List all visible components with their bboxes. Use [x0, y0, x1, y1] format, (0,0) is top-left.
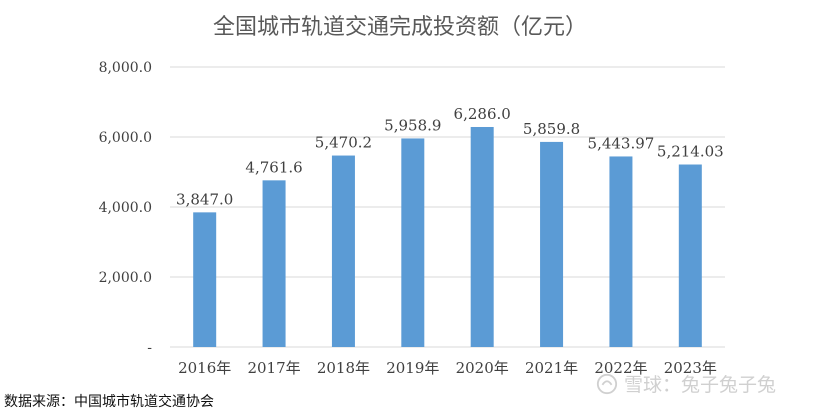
y-tick-label: 2,000.0: [99, 270, 152, 286]
x-tick-label: 2020年: [456, 359, 509, 377]
y-axis: - 2,000.0 4,000.0 6,000.0 8,000.0: [99, 60, 153, 356]
watermark-text: 雪球：兔子兔子兔: [624, 374, 777, 396]
x-tick-label: 2019年: [386, 359, 439, 377]
bar: [262, 180, 286, 347]
x-axis: 2016年 2017年 2018年 2019年 2020年 2021年 2022年 2023年: [178, 359, 717, 377]
y-tick-label: 6,000.0: [99, 130, 152, 146]
data-label: 3,847.0: [176, 190, 233, 208]
data-label: 4,761.6: [245, 158, 302, 176]
data-label: 5,443.97: [588, 134, 655, 152]
bar-chart: 全国城市轨道交通完成投资额（亿元） - 2,000.0 4,000.0 6,000.0…: [99, 15, 725, 377]
snowball-icon: [596, 373, 618, 394]
x-tick-label: 2016年: [178, 359, 231, 377]
x-tick-label: 2017年: [247, 359, 300, 377]
y-tick-label: 4,000.0: [99, 200, 152, 216]
bar: [540, 141, 564, 347]
x-tick-label: 2023年: [664, 359, 717, 377]
x-tick-label: 2021年: [525, 359, 578, 377]
gridlines: [170, 66, 725, 348]
bars: [193, 126, 702, 348]
y-tick-label: -: [147, 340, 152, 356]
data-label: 5,470.2: [315, 134, 372, 152]
bar: [678, 164, 702, 347]
data-label: 5,958.9: [384, 116, 441, 134]
bar: [193, 212, 217, 347]
data-label: 6,286.0: [454, 105, 511, 123]
x-tick-label: 2018年: [317, 359, 370, 377]
data-labels: 3,847.0 4,761.6 5,470.2 5,958.9 6,286.0 5,859…: [176, 105, 724, 208]
bar: [470, 126, 494, 348]
y-tick-label: 8,000.0: [99, 60, 152, 76]
x-tick-label: 2022年: [594, 359, 647, 377]
data-label: 5,859.8: [523, 120, 580, 138]
source-note: 数据来源：中国城市轨道交通协会: [4, 394, 214, 410]
bar: [331, 155, 355, 347]
bar: [609, 156, 633, 347]
watermark: 雪球：兔子兔子兔: [596, 370, 776, 397]
data-label: 5,214.03: [657, 143, 724, 161]
bar: [401, 138, 425, 347]
chart-title: 全国城市轨道交通完成投资额（亿元）: [213, 15, 587, 40]
